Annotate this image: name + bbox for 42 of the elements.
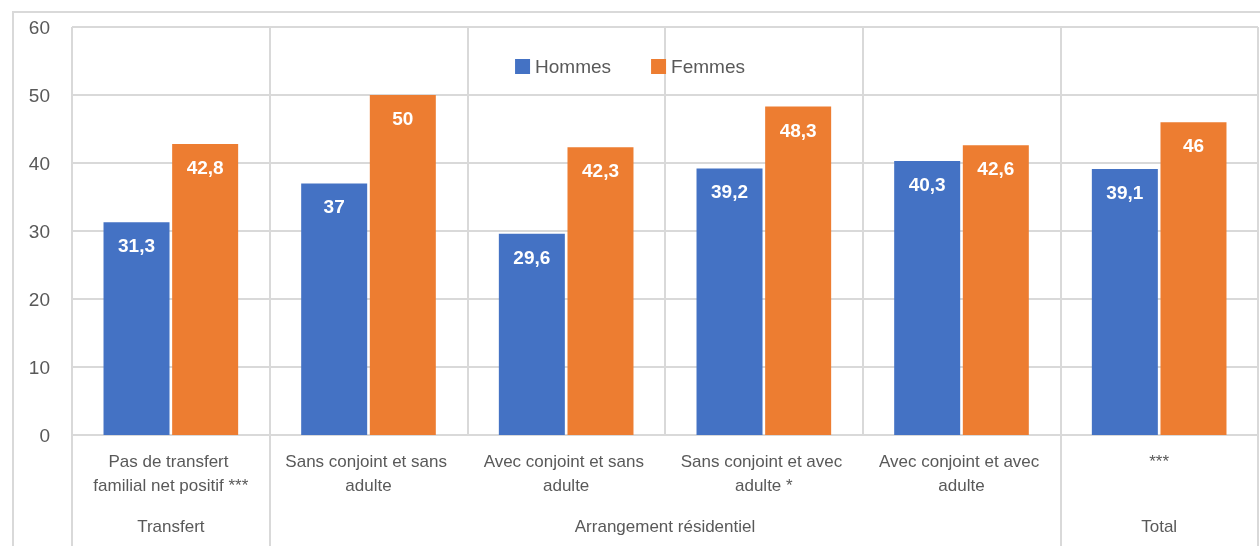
- data-label: 39,2: [711, 181, 749, 203]
- x-tick-label: Sans conjoint et sans adulte: [285, 451, 452, 495]
- bar: [172, 143, 239, 435]
- data-label: 29,6: [513, 246, 551, 268]
- y-tick-label: 50: [28, 84, 50, 106]
- bar: [894, 160, 961, 435]
- text: Transfert: [137, 517, 205, 536]
- x-tick-label: ***: [1149, 451, 1170, 471]
- bar: [103, 222, 170, 435]
- y-tick-label: 60: [28, 16, 50, 38]
- data-label: 50: [392, 108, 414, 129]
- bar: [962, 145, 1029, 435]
- y-tick-label: 30: [28, 220, 50, 242]
- x-tick-label: Pas de transfert familial net positif ***: [93, 451, 249, 495]
- data-label: 31,3: [118, 235, 156, 257]
- bar: [301, 183, 368, 435]
- data-label: 37: [323, 196, 345, 218]
- bar: [765, 106, 832, 435]
- x-tick-label: Sans conjoint et avec adulte *: [680, 451, 847, 495]
- bar: [1160, 122, 1227, 435]
- legend-label: Hommes: [535, 56, 612, 77]
- data-label: 39,1: [1106, 182, 1144, 204]
- y-tick-label: 10: [28, 356, 50, 378]
- text: Arrangement résidentiel: [574, 517, 756, 536]
- legend-label: Femmes: [671, 56, 745, 77]
- data-label: 42,6: [977, 158, 1015, 180]
- bar: [1091, 169, 1158, 435]
- bar: [567, 147, 634, 435]
- bar: [498, 233, 565, 435]
- x-tick-label: Avec conjoint et avec adulte: [878, 451, 1045, 495]
- data-label: 42,3: [581, 160, 619, 182]
- y-tick-label: 0: [39, 424, 50, 446]
- data-label: 40,3: [908, 173, 946, 195]
- data-label: 46: [1182, 135, 1205, 157]
- bar: [696, 168, 763, 435]
- data-label: 42,8: [186, 156, 224, 178]
- x-tick-label: Avec conjoint et sans adulte: [483, 451, 649, 495]
- y-tick-label: 20: [28, 288, 50, 310]
- bar: [369, 95, 436, 435]
- text: Total: [1141, 517, 1178, 536]
- data-label: 48,3: [779, 119, 817, 141]
- y-tick-label: 40: [28, 152, 50, 174]
